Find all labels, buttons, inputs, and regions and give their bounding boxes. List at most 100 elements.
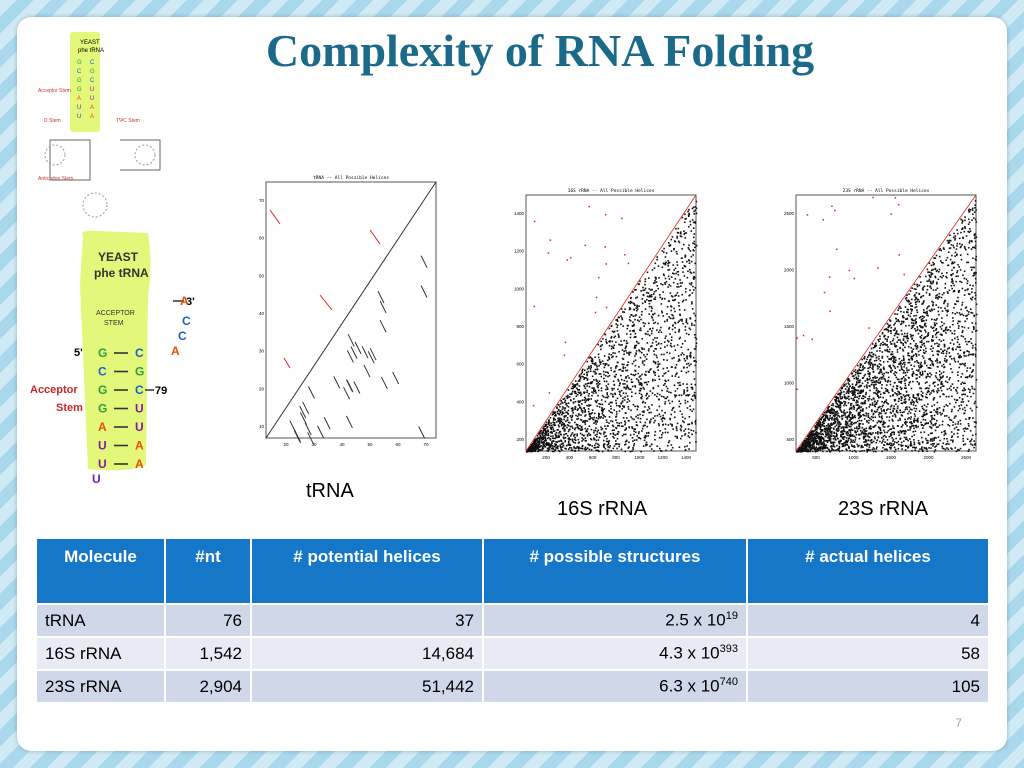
helix-dot [881,424,884,426]
y-tick-label: 10 [259,424,265,429]
helix-dot [643,381,646,384]
helix-dot [688,355,691,357]
helix-dot [851,390,854,393]
helix-dot [894,367,897,370]
helix-dot [623,353,625,356]
helix-dot [933,322,936,324]
helix-dot [668,283,671,286]
helix-dot [637,417,639,419]
helix-dot [908,361,911,364]
helix-dot [646,353,648,356]
helix-dot [967,293,970,295]
helix-dot [974,292,976,294]
helix-dot [882,366,885,369]
helix-dot [974,218,977,221]
helix-dot [846,385,848,388]
helix-dot [827,435,830,438]
helix-dot [942,393,944,395]
helix-dot [680,231,682,233]
actual-helix-dot [549,239,552,241]
helix-dot [664,263,667,266]
helix-dot [885,390,887,392]
bottom-base: U [92,472,101,486]
helix-dot [686,276,689,279]
helix-dot [853,446,856,448]
helix-dot [536,434,539,437]
helix-dot [611,393,614,396]
helix-dot [597,356,600,359]
helix-dot [669,285,672,287]
helix-dot [608,409,610,412]
helix-dot [866,450,869,453]
helix-dot [938,313,940,316]
helix-dot [841,437,844,440]
helix-dot [630,395,633,398]
helix-dot [670,413,673,416]
small-base: G [77,60,82,66]
helix-dot [962,274,964,277]
helix-dot [943,322,945,325]
helix-dot [951,435,954,437]
helix-dot [653,350,655,352]
helix-dot [635,353,637,356]
helix-dot [531,445,534,447]
helix-dot [579,391,582,394]
helix-dot [564,399,567,402]
helix-dot [560,417,562,420]
helix-dot [612,432,615,435]
helix-dot [576,434,578,437]
helix-dot [689,317,692,319]
helix-dot [820,437,823,440]
helix-dot [606,444,609,446]
helix-dot [648,288,651,290]
helix-dot [676,283,679,285]
helix-dot [959,363,961,365]
helix-dot [882,423,885,426]
helix-dot [878,413,880,416]
helix-dot [555,436,557,438]
helix-dot [653,450,655,452]
helix-dot [926,442,928,445]
helix-dot [581,447,584,450]
helix-dot [620,402,623,404]
helix-dot [673,299,675,302]
helix-dot [912,319,915,322]
helix-dot [586,404,588,407]
helix-dot [625,388,627,390]
helix-dot [940,383,942,385]
helix-dot [689,355,692,357]
helix-dot [593,444,596,447]
helix-dot [935,270,938,273]
helix-dot [857,445,859,448]
helix-dot [942,275,945,277]
helix-dot [553,418,555,420]
helix-dot [599,363,602,365]
helix-dot [935,289,937,291]
helix-dot [639,383,642,386]
helix-dot [969,407,972,410]
helix-dot [830,404,833,407]
helix-dot [590,428,593,431]
helix-dot [626,364,628,367]
helix-dot [597,439,600,441]
helix-dot [608,353,610,356]
helix-dot [970,311,972,314]
helix-dot [929,372,931,374]
helix-line [420,255,428,269]
helix-dot [939,275,942,278]
helix-dot [684,445,686,448]
helix-dot [689,223,692,226]
helix-dot [659,296,662,299]
helix-dot [906,369,908,371]
helix-dot [892,438,895,441]
helix-dot [961,373,964,375]
helix-dot [903,361,905,364]
helix-dot [679,279,681,281]
helix-dot [620,378,623,381]
helix-dot [914,410,917,412]
helix-dot [949,326,951,328]
helix-dot [646,295,649,298]
helix-dot [910,425,913,427]
helix-dot [901,363,904,365]
helix-dot [578,447,580,449]
